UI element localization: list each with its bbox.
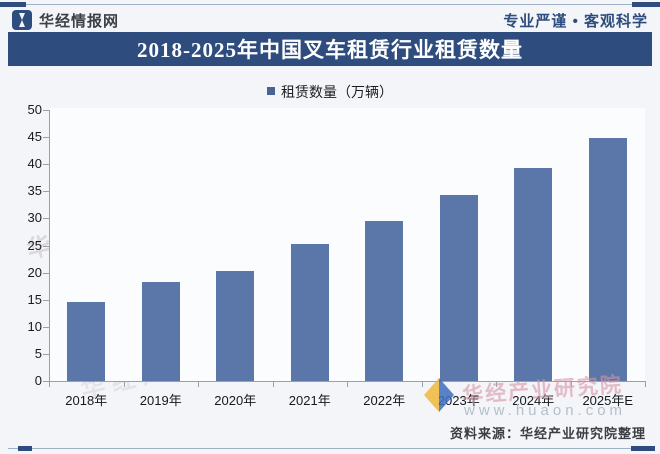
y-axis-line: [49, 110, 50, 382]
y-tick-label: 30: [27, 210, 42, 226]
x-tick-mark: [198, 382, 199, 387]
bottom-frame-line: [8, 448, 652, 449]
top-frame-line: [8, 4, 652, 5]
legend: 租赁数量（万辆）: [0, 82, 660, 102]
data-source-note: 资料来源：华经产业研究院整理: [449, 426, 646, 441]
x-tick-mark: [272, 382, 274, 387]
y-tick-label: 0: [34, 373, 42, 388]
bar-2021年: [290, 243, 329, 381]
bottom-left-accent: [18, 446, 32, 451]
x-tick-mark: [496, 382, 497, 387]
legend-label: 租赁数量（万辆）: [281, 84, 393, 100]
y-tick-label: 10: [27, 318, 42, 334]
brand-name: 华经情报网: [39, 12, 120, 30]
x-tick-label: 2020年: [214, 393, 257, 408]
top-right-accent: [632, 2, 660, 7]
y-tick-label: 35: [27, 183, 42, 199]
x-tick-label: 2018年: [65, 393, 108, 408]
plot-area: [49, 108, 645, 381]
y-tick-label: 50: [27, 102, 42, 117]
y-tick-mark: [43, 164, 49, 166]
header-slogan: 专业严谨 • 客观科学: [503, 12, 648, 30]
y-tick-label: 25: [27, 237, 42, 253]
y-tick-mark: [43, 353, 49, 355]
x-tick-label: 2025年E: [582, 393, 634, 408]
x-tick-label: 2023年: [437, 393, 480, 408]
bar-2023年: [439, 194, 478, 381]
x-tick-mark: [49, 382, 50, 387]
y-tick-mark: [43, 110, 49, 111]
y-tick-label: 5: [34, 345, 42, 361]
x-tick-label: 2021年: [288, 393, 331, 408]
legend-marker-square: [267, 87, 275, 95]
bar-2018年: [67, 302, 106, 381]
y-tick-mark: [43, 381, 49, 382]
bar-2025年E: [588, 138, 627, 381]
header: 华经情报网 专业严谨 • 客观科学: [12, 9, 648, 31]
bar-2022年: [365, 220, 404, 381]
y-tick-mark: [43, 137, 49, 139]
x-tick-label: 2022年: [363, 393, 406, 408]
bar-2019年: [141, 281, 180, 381]
x-tick-mark: [645, 382, 646, 387]
x-tick-mark: [347, 382, 348, 387]
title-banner: 2018-2025年中国叉车租赁行业租赁数量: [8, 32, 652, 66]
chart-title: 2018-2025年中国叉车租赁行业租赁数量: [137, 38, 523, 62]
bar-2024年: [514, 167, 553, 381]
bar-2020年: [216, 270, 255, 381]
brand: 华经情报网: [12, 10, 119, 31]
x-tick-label: 2024年: [512, 393, 555, 408]
y-tick-label: 20: [27, 264, 42, 280]
y-tick-mark: [43, 299, 49, 301]
y-tick-mark: [43, 191, 49, 193]
y-tick-mark: [43, 245, 49, 247]
y-tick-label: 45: [27, 129, 42, 145]
y-tick-label: 40: [27, 156, 42, 172]
x-tick-mark: [421, 382, 423, 387]
y-tick-mark: [43, 272, 49, 274]
top-left-accent: [0, 2, 26, 7]
x-axis-line: [49, 381, 646, 382]
bottom-right-accent: [631, 446, 655, 451]
y-tick-mark: [43, 326, 49, 328]
huajing-logo-icon: [12, 10, 32, 30]
x-tick-mark: [123, 382, 125, 387]
y-tick-label: 15: [27, 291, 42, 307]
x-tick-label: 2019年: [139, 393, 182, 408]
x-tick-mark: [570, 382, 572, 387]
y-tick-mark: [43, 218, 49, 220]
